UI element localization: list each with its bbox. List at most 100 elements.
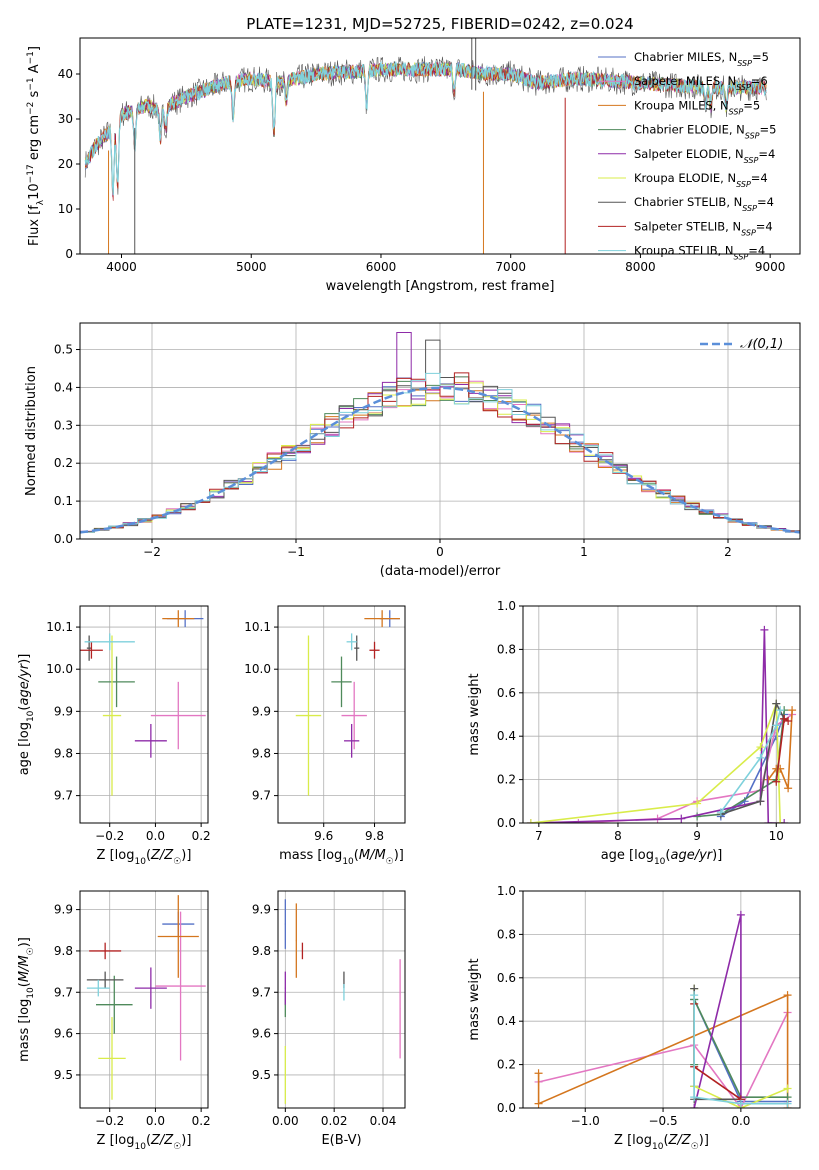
weights-vs-age-panel: 7 8 9 10 0.0 0.2 0.4 0.6 0.8 1.0 age [log10(age/yr… <box>467 599 801 867</box>
weights_vs_Z-x-label: Z [log10(Z/Z☉)] <box>614 1133 709 1152</box>
age_vs_mass-x-label: mass [log10(M/M☉)] <box>279 848 404 867</box>
mass_vs_Z-x-label: Z [log10(Z/Z☉)] <box>97 1133 192 1152</box>
y-tick-label: 0.6 <box>497 686 516 700</box>
weight-marker-6 <box>756 797 765 806</box>
weight-marker-7 <box>772 777 781 786</box>
weight-marker-4 <box>780 819 789 823</box>
weight-marker-8 <box>690 991 699 1000</box>
weight-marker-8 <box>776 706 785 715</box>
y-tick-label: 0.2 <box>54 456 73 470</box>
plot-frame <box>79 605 209 824</box>
x-tick-label: 8000 <box>625 260 656 274</box>
weight-marker-4 <box>760 625 769 634</box>
y-tick-label: 1.0 <box>497 599 516 613</box>
x-tick-label: 0.04 <box>370 1114 397 1128</box>
spectrum-legend: Chabrier MILES, NSSP=5 Salpeter MILES, NS… <box>598 50 776 261</box>
weight-marker-8 <box>756 753 765 762</box>
weight-marker-8 <box>783 1099 792 1108</box>
y-tick-label: 10 <box>58 202 73 216</box>
y-tick-label: 9.6 <box>252 1027 271 1041</box>
weight-marker-4 <box>690 1104 699 1108</box>
x-tick-label: 9 <box>693 829 701 843</box>
y-tick-label: 0.4 <box>497 729 516 743</box>
x-tick-label: −2 <box>143 545 161 559</box>
weight-marker-2 <box>784 784 793 793</box>
y-tick-label: 9.9 <box>252 903 271 917</box>
y-tick-label: 9.8 <box>54 746 73 760</box>
spectrum-y-label: Flux [fλ10−17 erg cm−2 s−1 A−1] <box>26 46 46 246</box>
y-tick-label: 0.0 <box>54 532 73 546</box>
x-tick-label: 9000 <box>755 260 786 274</box>
y-tick-label: 9.7 <box>54 789 73 803</box>
spectrum-series-8 <box>84 60 767 196</box>
x-tick-label: 9.6 <box>314 829 333 843</box>
residual-legend-label: 𝒩(0,1) <box>740 337 783 352</box>
weights-vs-metallicity-panel: −1.0 −0.5 0.0 0.0 0.2 0.4 0.6 0.8 1.0 Z [log10(Z/… <box>467 884 801 1152</box>
legend-label-3: Chabrier ELODIE, NSSP=5 <box>634 123 776 141</box>
x-tick-label: 0.0 <box>731 1114 750 1128</box>
x-tick-label: −0.5 <box>648 1114 677 1128</box>
y-tick-label: 10.1 <box>46 620 73 634</box>
weight-series-8 <box>693 995 788 1105</box>
mass-vs-reddening-panel: 0.00 0.02 0.04 9.5 9.6 9.7 9.8 9.9 E(B-V) <box>252 890 406 1148</box>
x-tick-label: 0.0 <box>146 1114 165 1128</box>
weight-marker-7 <box>784 717 793 726</box>
y-tick-label: 0 <box>65 247 73 261</box>
weight-marker-4 <box>736 910 745 919</box>
y-tick-label: 9.9 <box>54 704 73 718</box>
y-tick-label: 0.5 <box>54 343 73 357</box>
legend-label-0: Chabrier MILES, NSSP=5 <box>634 50 769 68</box>
x-tick-label: 6000 <box>366 260 397 274</box>
y-tick-label: 30 <box>58 112 73 126</box>
weights_vs_Z-y-label: mass weight <box>467 958 482 1040</box>
weight-marker-4 <box>764 819 773 823</box>
y-tick-label: 0.6 <box>497 971 516 985</box>
x-tick-label: 0.2 <box>192 1114 211 1128</box>
residual-x-label: (data-model)/error <box>380 564 501 579</box>
legend-label-7: Salpeter STELIB, NSSP=4 <box>634 219 773 237</box>
weight-marker-8 <box>736 1099 745 1108</box>
x-tick-label: 2 <box>724 545 732 559</box>
weight-marker-5 <box>693 799 702 808</box>
weight-lines <box>534 910 792 1108</box>
plot-frame <box>79 322 801 540</box>
age_vs_Z-y-label: age [log10(age/yr)] <box>17 654 36 776</box>
x-tick-label: 1 <box>580 545 588 559</box>
y-tick-label: 9.7 <box>252 985 271 999</box>
age-vs-metallicity-panel: −0.2 0.0 0.2 9.7 9.8 9.9 10.0 10.1 Z [log10(Z/Z☉… <box>17 605 211 867</box>
plot-frame <box>79 890 209 1109</box>
y-tick-label: 0.0 <box>497 816 516 830</box>
legend-label-6: Chabrier STELIB, NSSP=4 <box>634 195 774 213</box>
weight-marker-2 <box>783 991 792 1000</box>
plot-frame <box>277 605 406 824</box>
weight-series-1 <box>538 1012 789 1108</box>
age_vs_Z-x-label: Z [log10(Z/Z☉)] <box>97 848 192 867</box>
y-tick-label: 0.4 <box>497 1014 516 1028</box>
plot-frame <box>522 890 801 1109</box>
x-tick-label: 7 <box>535 829 543 843</box>
y-tick-label: 9.9 <box>252 704 271 718</box>
x-tick-label: 8 <box>614 829 622 843</box>
y-tick-label: 9.6 <box>54 1027 73 1041</box>
normal-reference-curve <box>80 386 800 534</box>
x-tick-label: 4000 <box>106 260 137 274</box>
y-tick-label: 9.5 <box>252 1068 271 1082</box>
weight-marker-5 <box>756 743 765 752</box>
weight-marker-2 <box>534 1099 543 1108</box>
spectrum-panel: 4000 5000 6000 7000 8000 9000 0 10 20 30 40 wavelen… <box>26 37 801 294</box>
y-tick-label: 9.7 <box>252 789 271 803</box>
spectrum-lines <box>84 38 767 254</box>
x-tick-label: 0 <box>436 545 444 559</box>
plot-frame <box>277 890 406 1109</box>
weight-marker-5 <box>783 1084 792 1093</box>
x-tick-label: 0.02 <box>321 1114 348 1128</box>
weight-marker-4 <box>677 814 686 823</box>
weight-series-4 <box>530 629 785 823</box>
y-tick-label: 9.8 <box>54 944 73 958</box>
x-tick-label: −1.0 <box>571 1114 600 1128</box>
legend-label-8: Kroupa STELIB, NSSP=4 <box>634 244 765 262</box>
weight-marker-5 <box>526 819 535 823</box>
weight-series-2 <box>537 993 789 1108</box>
legend-label-1: Salpeter MILES, NSSP=6 <box>634 74 768 92</box>
